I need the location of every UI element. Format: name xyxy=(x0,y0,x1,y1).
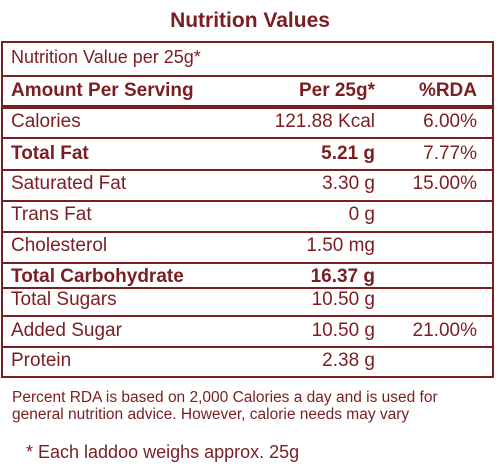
divider xyxy=(3,346,492,348)
rda-header: %RDA xyxy=(418,80,477,101)
nutrient-amount: 121.88 Kcal xyxy=(274,111,375,132)
nutrient-amount: 16.37 g xyxy=(310,265,375,287)
nutrient-amount: 5.21 g xyxy=(321,142,375,164)
divider xyxy=(3,287,492,289)
nutrition-table: Nutrition Value per 25g* Amount Per Serv… xyxy=(1,41,494,378)
nutrient-amount: 0 g xyxy=(348,204,375,225)
nutrient-amount: 10.50 g xyxy=(311,289,375,310)
nutrient-name: Added Sugar xyxy=(11,320,122,341)
divider xyxy=(3,105,492,109)
divider xyxy=(3,231,492,233)
table-header-row: Amount Per Serving Per 25g* %RDA xyxy=(3,77,492,105)
per-serving-header: Per 25g* xyxy=(298,80,375,101)
nutrient-rda: 7.77% xyxy=(423,142,477,164)
nutrient-amount: 1.50 mg xyxy=(306,235,375,256)
table-row: Protein 2.38 g xyxy=(3,347,492,375)
nutrient-amount: 10.50 g xyxy=(311,320,375,341)
divider xyxy=(3,75,492,77)
divider xyxy=(3,169,492,171)
page-title: Nutrition Values xyxy=(170,9,330,32)
table-row: Total Fat 5.21 g 7.77% xyxy=(3,139,492,168)
nutrient-rda: 15.00% xyxy=(412,173,477,194)
divider xyxy=(3,262,492,264)
table-row: Total Carbohydrate 16.37 g xyxy=(3,263,492,290)
weight-note: * Each laddoo weighs approx. 25g xyxy=(26,442,300,462)
nutrient-name: Saturated Fat xyxy=(11,173,127,194)
nutrient-name: Total Carbohydrate xyxy=(11,265,184,287)
nutrient-rda: 6.00% xyxy=(423,111,477,132)
divider xyxy=(3,315,492,317)
nutrient-amount: 2.38 g xyxy=(322,350,375,371)
nutrient-name: Total Sugars xyxy=(11,289,117,310)
nutrient-name: Trans Fat xyxy=(11,204,92,225)
nutrient-rda: 21.00% xyxy=(412,320,477,341)
nutrient-name: Cholesterol xyxy=(11,235,108,256)
table-row: Saturated Fat 3.30 g 15.00% xyxy=(3,170,492,198)
serving-basis-label: Nutrition Value per 25g* xyxy=(11,47,201,67)
divider xyxy=(3,137,492,139)
table-row: Calories 121.88 Kcal 6.00% xyxy=(3,108,492,136)
nutrient-name: Total Fat xyxy=(11,142,89,164)
divider xyxy=(3,200,492,202)
rda-footnote: Percent RDA is based on 2,000 Calories a… xyxy=(12,389,438,423)
nutrient-name: Protein xyxy=(11,350,72,371)
table-row: Added Sugar 10.50 g 21.00% xyxy=(3,317,492,345)
nutrient-name: Calories xyxy=(11,111,81,132)
amount-header: Amount Per Serving xyxy=(11,80,194,101)
table-row: Cholesterol 1.50 mg xyxy=(3,232,492,260)
nutrient-amount: 3.30 g xyxy=(322,173,375,194)
table-row: Total Sugars 10.50 g xyxy=(3,288,492,312)
table-row: Trans Fat 0 g xyxy=(3,201,492,229)
